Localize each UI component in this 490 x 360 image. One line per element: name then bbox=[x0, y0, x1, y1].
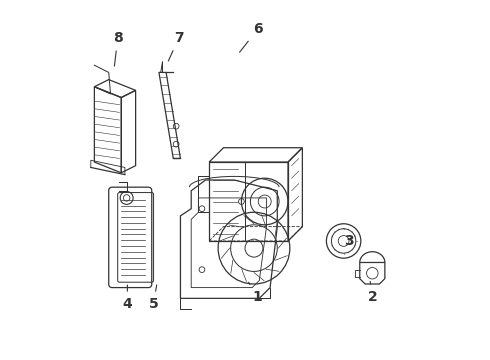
Text: 1: 1 bbox=[248, 282, 263, 303]
Text: 3: 3 bbox=[343, 228, 354, 248]
Text: 8: 8 bbox=[113, 31, 122, 66]
Text: 6: 6 bbox=[240, 22, 262, 52]
Bar bbox=[209, 162, 288, 241]
Text: 4: 4 bbox=[122, 285, 132, 311]
Text: 2: 2 bbox=[368, 282, 377, 303]
Text: 5: 5 bbox=[148, 285, 158, 311]
Text: 7: 7 bbox=[169, 31, 183, 61]
